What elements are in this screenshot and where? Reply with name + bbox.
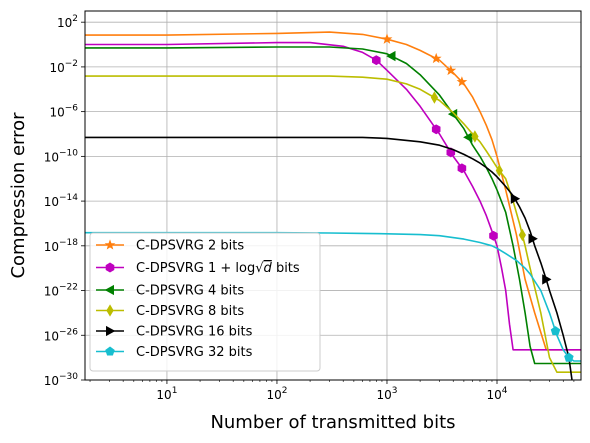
x-tick-label: 101 [156, 386, 177, 402]
y-tick-label: 10−22 [44, 283, 78, 299]
y-tick-label: 10−6 [49, 104, 78, 120]
y-tick-label: 10−18 [44, 238, 79, 254]
legend-box [89, 232, 321, 372]
legend: C-DPSVRG 2 bits C-DPSVRG 1 + log√d bits C-… [89, 232, 321, 372]
series-marker-5 [550, 326, 561, 336]
series-marker-1 [372, 55, 381, 66]
legend-entry-label: C-DPSVRG 16 bits [136, 325, 253, 340]
series-marker-3 [471, 130, 479, 143]
y-tick-label: 10−10 [44, 148, 79, 164]
legend-swatch-marker [104, 284, 114, 296]
series-marker-1 [431, 124, 441, 135]
y-tick-label: 10−14 [44, 193, 79, 209]
series-line-0 [85, 31, 581, 351]
series-marker-1 [457, 163, 467, 174]
legend-entry-label: C-DPSVRG 1 + log√d bits [136, 261, 300, 276]
series-layer [85, 31, 581, 380]
legend-swatch-marker [104, 239, 116, 250]
plot-frame [84, 10, 582, 381]
series-line-2 [85, 46, 581, 365]
series-line-1 [85, 41, 581, 351]
series-marker-0 [445, 64, 457, 76]
y-tick-label: 10−30 [44, 372, 79, 388]
series-marker-4 [528, 233, 538, 244]
legend-swatch-marker [105, 346, 115, 356]
series-line-3 [85, 75, 581, 373]
series-marker-3 [495, 164, 503, 177]
x-tick-label: 104 [486, 386, 507, 402]
series-marker-0 [430, 52, 442, 64]
legend-entry-label: C-DPSVRG 2 bits [136, 239, 244, 254]
legend-swatch-marker [106, 304, 114, 317]
series-marker-5 [564, 352, 574, 362]
legend-swatch-marker [105, 262, 115, 273]
series-marker-4 [510, 193, 521, 204]
legend-entry-label: C-DPSVRG 8 bits [136, 304, 244, 319]
series-marker-3 [518, 228, 526, 242]
series-marker-1 [489, 230, 498, 241]
series-line-5 [85, 231, 581, 362]
x-tick-label: 103 [376, 386, 397, 402]
legend-entry-label: C-DPSVRG 4 bits [136, 284, 244, 299]
series-marker-3 [430, 91, 439, 104]
series-marker-2 [386, 50, 396, 62]
x-tick-label: 102 [266, 386, 287, 402]
y-tick-label: 102 [57, 14, 78, 30]
legend-entry-label: C-DPSVRG 32 bits [136, 345, 253, 360]
series-marker-2 [463, 132, 473, 143]
y-tick-label: 10−2 [49, 59, 78, 75]
x-axis-label: Number of transmitted bits [210, 412, 455, 433]
series-line-4 [85, 136, 573, 380]
series-marker-0 [456, 76, 468, 87]
series-marker-4 [542, 274, 552, 285]
y-axis-label: Compression error [8, 112, 29, 279]
series-marker-0 [381, 33, 393, 44]
legend-swatch-marker [106, 325, 116, 337]
y-tick-label: 10−26 [44, 327, 79, 343]
